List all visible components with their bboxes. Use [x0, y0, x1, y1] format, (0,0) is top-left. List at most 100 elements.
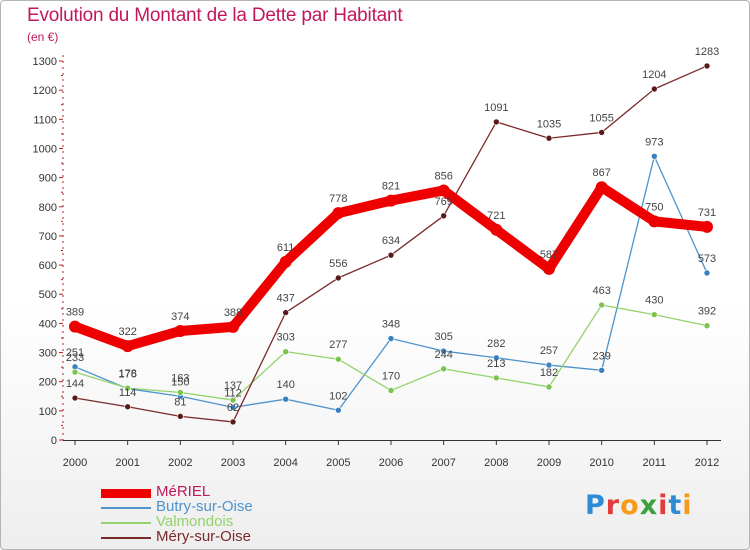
- data-point: [335, 406, 342, 414]
- data-point: [71, 368, 79, 376]
- x-tick-label: 2000: [63, 457, 87, 469]
- y-tick-label: 1100: [33, 114, 57, 126]
- data-label: 556: [329, 258, 347, 270]
- legend-label: Butry-sur-Oise: [156, 498, 253, 515]
- y-tick-label: 200: [39, 377, 57, 389]
- logo-letter: P: [585, 490, 606, 521]
- data-label: 239: [592, 350, 610, 362]
- data-label: 62: [227, 402, 239, 414]
- data-point: [543, 262, 555, 275]
- data-label: 163: [171, 372, 189, 384]
- data-label: 112: [224, 387, 242, 399]
- data-label: 182: [540, 367, 558, 379]
- data-label: 388: [224, 307, 242, 319]
- data-label: 150: [171, 376, 189, 388]
- x-tick-label: 2009: [537, 457, 561, 469]
- y-tick-label: 600: [39, 260, 57, 272]
- y-tick-label: 800: [39, 202, 57, 214]
- data-point: [598, 301, 605, 309]
- data-point: [385, 194, 397, 207]
- data-point: [545, 383, 553, 391]
- data-point: [124, 384, 131, 392]
- logo-letter: i: [682, 490, 693, 521]
- data-point: [124, 403, 131, 411]
- data-label: 277: [329, 339, 347, 351]
- legend-swatch: [101, 507, 151, 509]
- data-point: [651, 85, 658, 93]
- data-point: [490, 223, 503, 236]
- logo-letter: o: [620, 490, 640, 521]
- x-tick-label: 2011: [643, 457, 667, 469]
- logo-letter: t: [668, 490, 683, 521]
- data-point: [69, 320, 81, 333]
- y-tick-label: 1200: [33, 85, 57, 97]
- data-label: 303: [276, 332, 294, 344]
- x-tick-label: 2005: [326, 457, 350, 469]
- data-point: [493, 118, 500, 126]
- data-point: [703, 322, 711, 330]
- data-label: 178: [118, 368, 136, 380]
- chart-subtitle: (en €): [27, 30, 59, 44]
- data-point: [229, 396, 237, 404]
- legend-swatch: [101, 522, 151, 524]
- data-label: 634: [382, 235, 400, 247]
- chart-title: Evolution du Montant de la Dette par Hab…: [27, 5, 403, 26]
- data-label: 213: [487, 358, 505, 370]
- line-chart: 0 100 200 300 400 500 600 700 800 900 1000 1100 1200…: [33, 46, 721, 469]
- y-tick-label: 700: [39, 231, 57, 243]
- data-label: 348: [382, 319, 400, 331]
- data-label: 251: [66, 347, 84, 359]
- data-label: 731: [698, 207, 716, 219]
- data-point: [71, 394, 79, 402]
- y-tick-label: 900: [39, 173, 57, 185]
- logo-letter: r: [605, 490, 621, 521]
- data-label: 430: [645, 295, 663, 307]
- data-label: 867: [592, 167, 610, 179]
- data-label: 144: [66, 378, 84, 390]
- data-point: [282, 395, 289, 403]
- data-point: [282, 348, 289, 355]
- data-label: 282: [487, 338, 505, 350]
- y-tick-label: 500: [39, 289, 57, 301]
- legend-label: Méry-sur-Oise: [156, 528, 252, 545]
- data-label: 1055: [589, 112, 613, 124]
- data-point: [440, 347, 447, 355]
- y-tick-label: 100: [39, 406, 57, 418]
- data-label: 176: [118, 369, 136, 381]
- x-tick-label: 2001: [115, 457, 139, 469]
- data-point: [279, 255, 292, 268]
- data-label: 140: [276, 379, 294, 391]
- data-point: [595, 181, 608, 194]
- data-label: 305: [434, 331, 452, 343]
- logo-letter: x: [639, 490, 659, 521]
- data-label: 81: [174, 396, 186, 408]
- data-point: [282, 309, 289, 316]
- data-point: [227, 320, 239, 333]
- data-label: 1283: [695, 46, 719, 58]
- data-point: [648, 215, 661, 228]
- data-label: 778: [329, 193, 347, 205]
- legend-label: MéRIEL: [156, 483, 211, 500]
- logo-letter: i: [658, 490, 669, 521]
- y-tick-label: 0: [51, 435, 57, 447]
- y-tick-label: 1000: [33, 143, 57, 155]
- data-point: [703, 62, 711, 70]
- data-label: 114: [119, 387, 137, 399]
- data-label: 821: [382, 181, 400, 193]
- data-label: 463: [592, 285, 610, 297]
- data-point: [229, 418, 237, 426]
- data-point: [387, 251, 395, 259]
- x-tick-label: 2002: [168, 457, 192, 469]
- proxiti-logo: Proxiti: [585, 490, 693, 521]
- data-point: [335, 355, 342, 363]
- data-label: 437: [276, 293, 294, 305]
- x-tick-label: 2004: [273, 457, 297, 469]
- x-tick-label: 2010: [589, 457, 613, 469]
- data-point: [177, 389, 184, 396]
- data-point: [493, 354, 500, 362]
- data-point: [545, 361, 553, 369]
- legend-swatch: [101, 537, 151, 539]
- data-point: [387, 335, 395, 342]
- data-label: 137: [224, 380, 242, 392]
